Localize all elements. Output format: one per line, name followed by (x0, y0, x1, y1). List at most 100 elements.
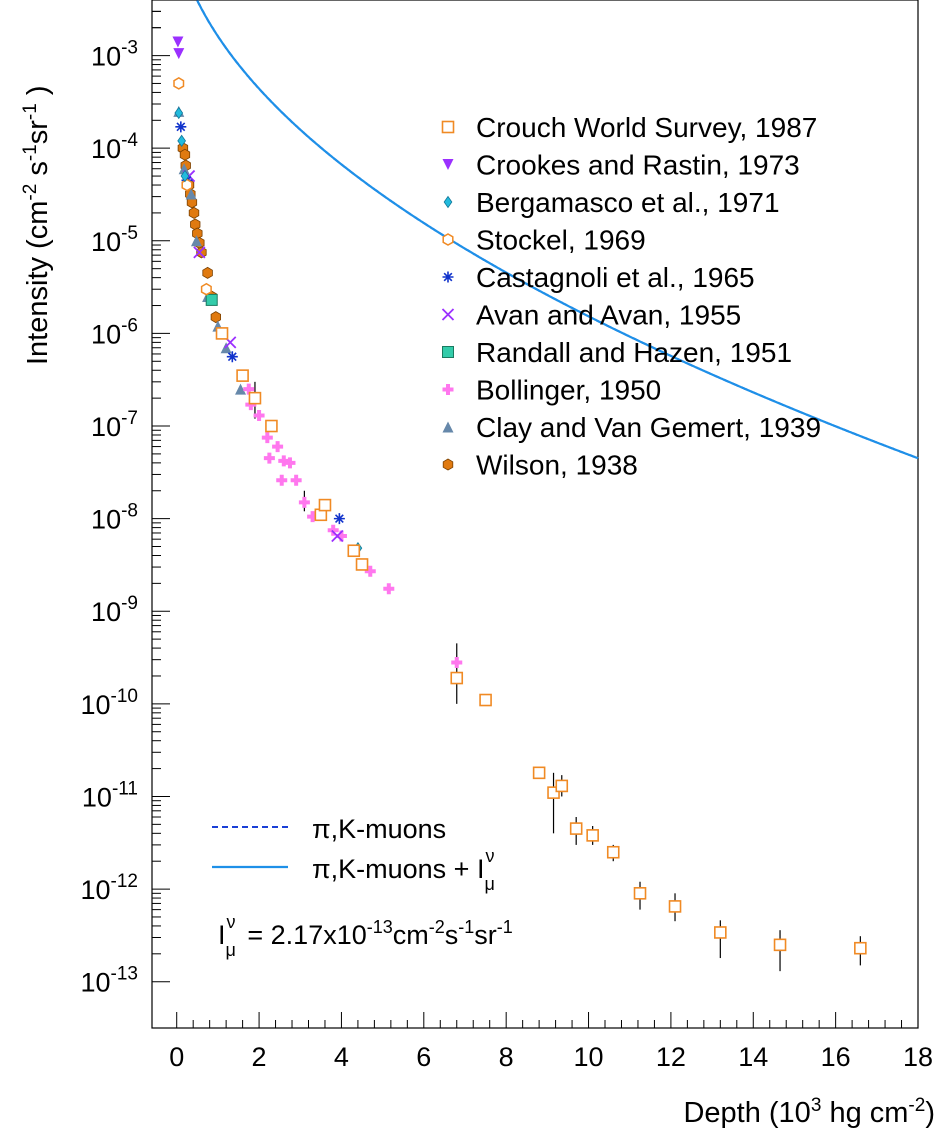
data-point (175, 121, 187, 133)
data-point (185, 188, 197, 200)
x-tick-label: 6 (416, 1042, 431, 1072)
data-point (333, 513, 345, 525)
legend-marker (442, 384, 454, 395)
data-point (479, 693, 492, 707)
curve-legend: π,K-muons π,K-muons + Iν μ (212, 814, 495, 894)
data-point (235, 383, 247, 395)
data-point (547, 786, 560, 799)
data-point (179, 148, 191, 161)
data-point (215, 327, 229, 340)
neutrino-annotation: Iν μ = 2.17x10-13cm-2s-1sr-1 (218, 912, 513, 960)
y-tick-label: 10-7 (91, 408, 138, 442)
data-point (555, 779, 569, 793)
y-tick-label: 10-5 (91, 223, 138, 257)
legend-label: Wilson, 1938 (476, 450, 638, 481)
legend-label: Stockel, 1969 (476, 225, 646, 256)
x-tick-label: 0 (169, 1042, 184, 1072)
legend-marker (442, 458, 454, 471)
x-axis-label: Depth (103 hg cm-2) (683, 1095, 935, 1129)
legend-label: Crookes and Rastin, 1973 (476, 150, 800, 181)
data-point (318, 498, 332, 512)
data-point (190, 235, 202, 247)
data-point (210, 311, 222, 324)
data-point (253, 409, 265, 421)
legend-label: Randall and Hazen, 1951 (476, 337, 792, 368)
data-point (265, 419, 278, 433)
legend-marker (442, 233, 454, 246)
data-point (186, 196, 198, 209)
data-point (773, 938, 787, 952)
data-point (173, 48, 185, 60)
data-point (178, 163, 190, 175)
y-tick-label: 10-9 (91, 593, 138, 627)
legend-label: Bollinger, 1950 (476, 375, 661, 406)
points-layer (172, 36, 867, 955)
data-point (173, 77, 185, 90)
data-point (174, 106, 184, 120)
ticks-layer: 0 2 4 6 8 10 12 14 16 18 10-3 10-4 10-5 10-6 10-7 10-8 1… (80, 10, 933, 1072)
data-point (272, 441, 284, 453)
plot-frame (151, 0, 919, 1029)
data-point (450, 671, 464, 685)
x-tick-label: 10 (574, 1042, 604, 1072)
y-tick-label: 10-6 (91, 315, 138, 349)
legend-label: Bergamasco et al., 1971 (476, 187, 780, 218)
x-tick-label: 16 (821, 1042, 851, 1072)
y-tick-label: 10-8 (91, 501, 138, 535)
data-point (202, 266, 213, 279)
y-tick-label: 10-4 (91, 130, 138, 164)
legend-marker (441, 308, 455, 321)
data-point (248, 391, 262, 405)
x-tick-label: 14 (738, 1042, 768, 1072)
pi-k-muons-plus-neutrino-curve (196, 0, 919, 460)
data-point (714, 926, 727, 939)
data-point (180, 169, 190, 183)
data-point (532, 766, 546, 780)
legend-marker (442, 271, 454, 283)
data-point (298, 496, 310, 508)
data-point (347, 544, 361, 558)
legend-marker (442, 346, 454, 358)
data-point (172, 36, 184, 48)
y-tick-label: 10-11 (82, 778, 138, 812)
data-point (263, 452, 275, 464)
data-point (331, 529, 344, 543)
x-tick-label: 8 (499, 1042, 514, 1072)
legend-solid-label: π,K-muons + Iν μ (312, 846, 495, 894)
data-point (205, 293, 218, 306)
data-point (290, 474, 302, 486)
legend: Crouch World Survey, 1987 Crookes and Ras… (441, 112, 821, 481)
legend-label: Clay and Van Gemert, 1939 (476, 412, 821, 443)
y-tick-label: 10-3 (91, 38, 138, 72)
data-point (181, 178, 193, 192)
legend-dashed-label: π,K-muons (312, 814, 446, 844)
data-point (451, 656, 463, 668)
data-point (236, 369, 249, 382)
data-point (569, 822, 583, 835)
data-point (586, 829, 599, 842)
data-point (383, 583, 395, 595)
data-point (200, 282, 212, 296)
legend-label: Avan and Avan, 1955 (476, 300, 741, 331)
legend-marker (442, 159, 454, 170)
legend-marker (441, 120, 455, 134)
data-point (606, 845, 620, 859)
legend-marker (443, 195, 453, 209)
data-point (668, 900, 682, 913)
data-point (177, 134, 186, 148)
data-point (364, 565, 376, 577)
y-axis-label: Intensity (cm-2 s-1sr-1 ) (20, 85, 54, 365)
x-tick-label: 18 (903, 1042, 933, 1072)
data-point (633, 887, 647, 900)
y-tick-label: 10-10 (80, 686, 138, 720)
x-tick-label: 2 (252, 1042, 267, 1072)
legend-marker (442, 421, 454, 433)
legend-label: Castagnoli et al., 1965 (476, 262, 755, 293)
curves-layer (196, 0, 919, 460)
data-point (276, 474, 288, 486)
data-point (284, 457, 296, 469)
data-point (193, 246, 206, 259)
data-point (188, 206, 200, 219)
data-point (261, 432, 273, 444)
